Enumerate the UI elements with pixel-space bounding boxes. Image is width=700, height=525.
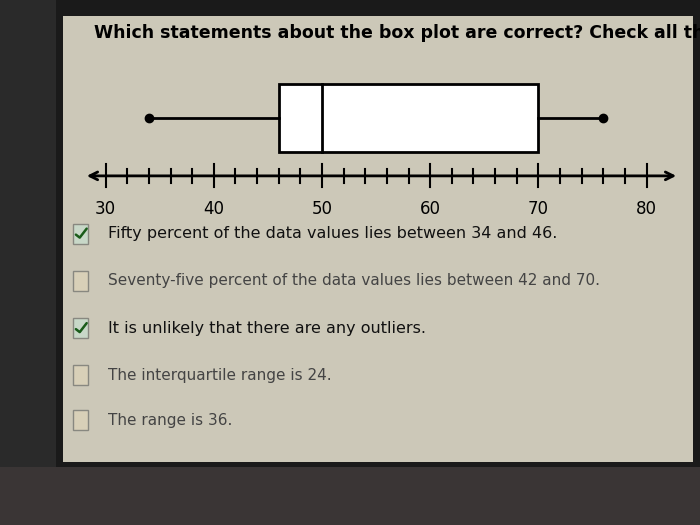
- Bar: [73, 224, 88, 244]
- Bar: [63, 16, 693, 462]
- Bar: [73, 410, 88, 430]
- Bar: [279, 84, 538, 152]
- Text: The range is 36.: The range is 36.: [108, 413, 233, 427]
- Text: 50: 50: [312, 200, 332, 217]
- Text: It is unlikely that there are any outliers.: It is unlikely that there are any outlie…: [108, 321, 426, 335]
- Bar: [73, 365, 88, 385]
- Bar: [73, 271, 88, 291]
- Bar: [0, 467, 700, 525]
- Bar: [73, 318, 88, 338]
- Text: Fifty percent of the data values lies between 34 and 46.: Fifty percent of the data values lies be…: [108, 226, 558, 241]
- Text: Seventy-five percent of the data values lies between 42 and 70.: Seventy-five percent of the data values …: [108, 274, 601, 288]
- Text: 30: 30: [95, 200, 116, 217]
- Text: The interquartile range is 24.: The interquartile range is 24.: [108, 368, 332, 383]
- Text: 60: 60: [420, 200, 441, 217]
- Text: Which statements about the box plot are correct? Check all that apply.: Which statements about the box plot are …: [94, 24, 700, 41]
- Text: 80: 80: [636, 200, 657, 217]
- Text: 40: 40: [203, 200, 224, 217]
- Bar: [0, 0, 56, 525]
- Text: 70: 70: [528, 200, 549, 217]
